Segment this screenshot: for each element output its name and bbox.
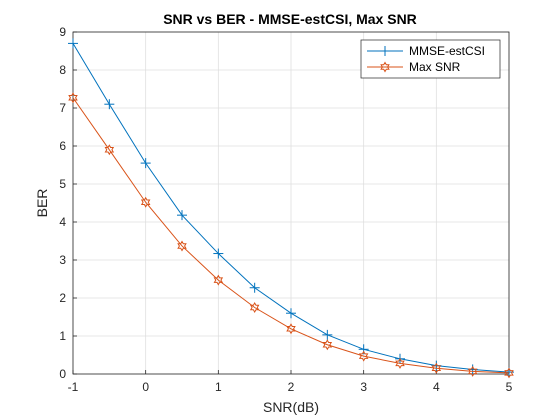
series-max-snr [68, 92, 514, 379]
data-point [322, 339, 333, 351]
y-tick-label: 9 [59, 25, 66, 39]
data-point [104, 99, 115, 110]
y-tick-label: 2 [59, 291, 66, 305]
x-tick-label: 5 [506, 380, 513, 394]
series-line [72, 97, 510, 374]
y-tick-label: 7 [59, 101, 66, 115]
data-point [213, 274, 224, 286]
data-point [68, 92, 78, 104]
data-point [249, 301, 260, 314]
y-tick-label: 5 [59, 177, 66, 191]
data-point [395, 357, 405, 369]
data-point [140, 196, 151, 208]
x-tick-label: 3 [360, 380, 367, 394]
data-point [431, 362, 442, 374]
x-tick-label: 4 [433, 380, 440, 394]
y-tick-label: 4 [59, 215, 66, 229]
data-point [504, 367, 514, 379]
x-axis: -1 0 1 2 3 4 5 [68, 370, 513, 394]
data-point [286, 308, 296, 319]
legend-box [360, 39, 501, 79]
data-point [249, 282, 260, 293]
data-point [177, 240, 187, 252]
x-tick-label: 1 [215, 380, 222, 394]
data-point [286, 323, 296, 335]
y-tick-label: 1 [59, 329, 66, 343]
y-axis-label: BER [34, 189, 50, 218]
data-point [467, 365, 478, 377]
legend-label: Max SNR [409, 60, 461, 74]
x-tick-label: 0 [142, 380, 149, 394]
y-tick-label: 0 [59, 367, 66, 381]
series-layer [68, 38, 514, 379]
y-axis: 0 1 2 3 4 5 6 7 8 9 [59, 25, 77, 381]
data-point [358, 350, 369, 362]
y-tick-label: 6 [59, 139, 66, 153]
data-point [213, 248, 224, 259]
x-axis-label: SNR(dB) [263, 399, 319, 415]
legend-marker [380, 46, 390, 56]
legend: MMSE-estCSI Max SNR [360, 39, 501, 79]
x-tick-label: -1 [68, 380, 79, 394]
data-point [68, 38, 78, 49]
chart-title: SNR vs BER - MMSE-estCSI, Max SNR [163, 11, 417, 27]
data-point [140, 158, 151, 169]
data-point [177, 210, 187, 221]
legend-marker [380, 61, 390, 73]
legend-label: MMSE-estCSI [409, 44, 485, 58]
data-point [104, 144, 115, 156]
data-point [322, 329, 333, 340]
y-tick-label: 3 [59, 253, 66, 267]
x-tick-label: 2 [288, 380, 295, 394]
y-tick-label: 8 [59, 63, 66, 77]
